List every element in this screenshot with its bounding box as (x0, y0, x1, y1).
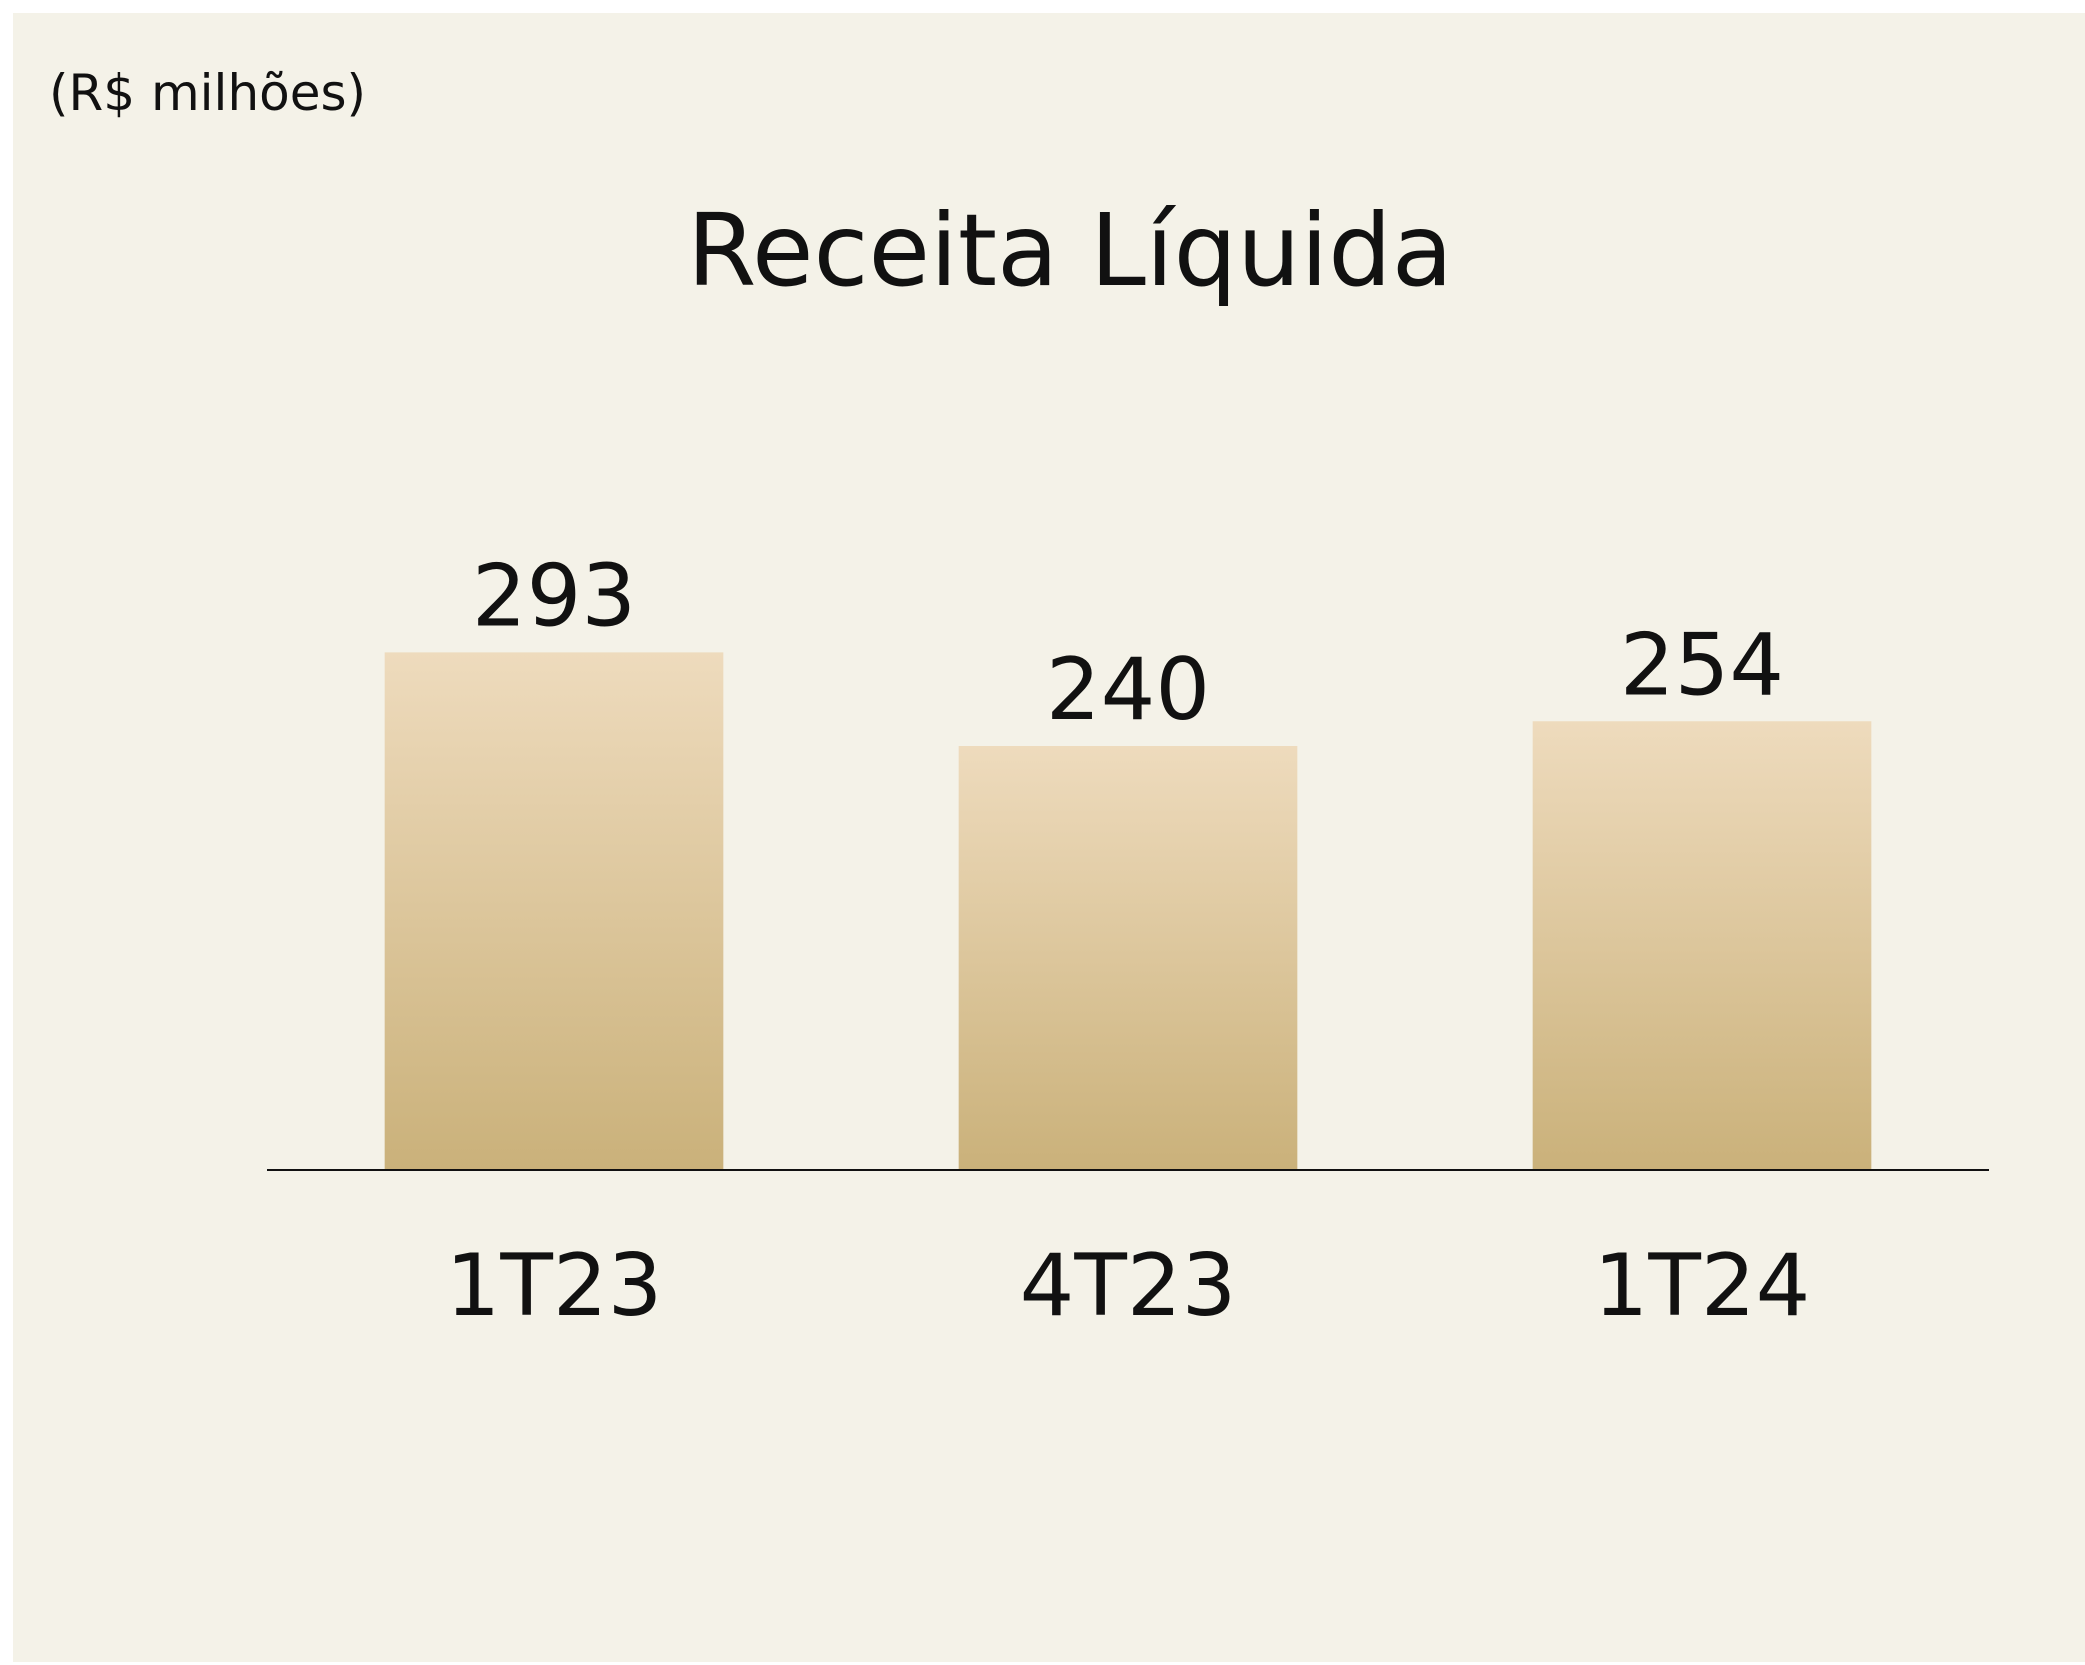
x-tick-label: 4T23 (1020, 1236, 1237, 1336)
x-tick-label: 1T23 (446, 1236, 663, 1336)
value-label: 240 (1046, 640, 1210, 740)
bar (384, 652, 724, 1170)
x-tick-label: 1T24 (1594, 1236, 1811, 1336)
bar (1532, 721, 1872, 1170)
subtitle: (R$ milhões) (49, 64, 366, 122)
chart-title: Receita Líquida (687, 192, 1453, 309)
bar (958, 746, 1298, 1170)
value-label: 254 (1620, 615, 1784, 715)
value-label: 293 (472, 546, 636, 646)
